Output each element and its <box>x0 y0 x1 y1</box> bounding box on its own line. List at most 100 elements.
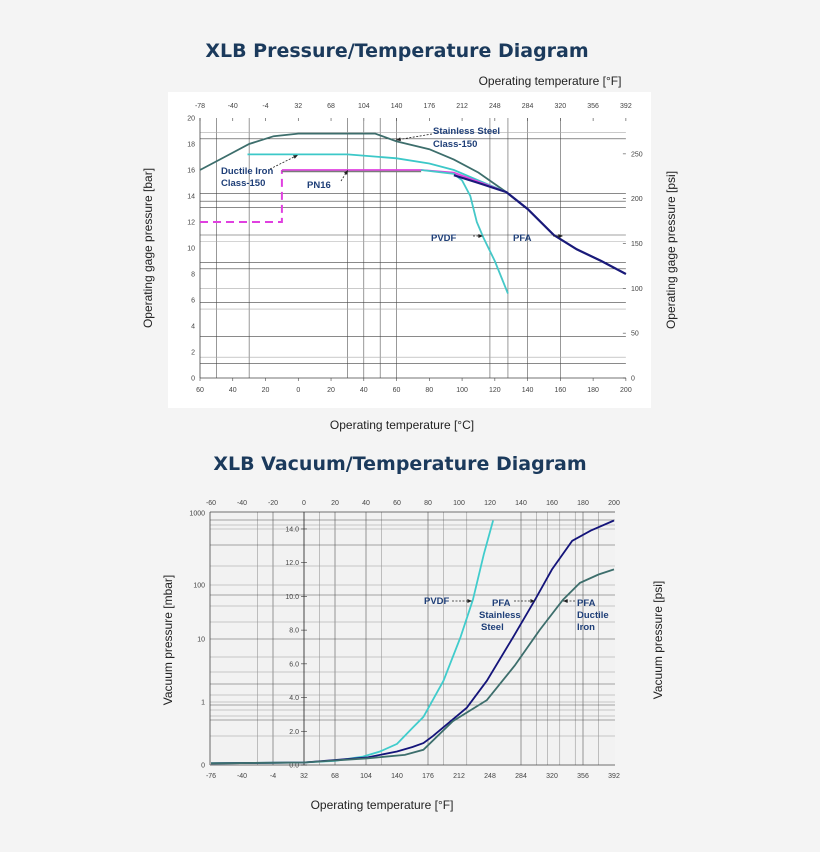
series-line-pfa-stainless-steel <box>210 519 615 765</box>
arrow-pvdf-head <box>478 234 483 238</box>
y-tick-label: 16 <box>187 168 195 175</box>
x-bottom-tick-label: 284 <box>515 773 527 780</box>
y2-tick-label: 100 <box>631 286 643 293</box>
series-line-pfa <box>453 174 627 275</box>
vacuum-series <box>210 519 615 765</box>
y-psi-tick-label: 6.0 <box>289 661 299 668</box>
vacuum-x-label: Operating temperature [°F] <box>311 798 454 812</box>
y-tick-label: 6 <box>191 298 195 305</box>
y2-tick-label: 150 <box>631 241 643 248</box>
x-bottom-tick-label: 392 <box>608 773 620 780</box>
annotation-pvdf: PVDF <box>431 233 457 244</box>
x-bottom-tick-label: 68 <box>331 773 339 780</box>
y-psi-tick-label: 14.0 <box>285 526 299 533</box>
x-bottom-tick-label: 248 <box>484 773 496 780</box>
arrow-pvdf-head <box>467 599 472 603</box>
x-tick-label: 20 <box>262 387 270 394</box>
x2-tick-label: 320 <box>555 103 567 110</box>
annotation-pfa-ss-stainless: Stainless <box>479 610 521 621</box>
y-psi-tick-label: 10.0 <box>285 594 299 601</box>
x-top-tick-label: 200 <box>608 500 620 507</box>
series-line-pfa-ductile-iron <box>210 568 615 765</box>
arrow-ductile-iron <box>269 154 299 170</box>
x-tick-label: 20 <box>327 387 335 394</box>
annotation-pfa-di-ductile: Ductile <box>577 610 609 621</box>
x-tick-label: 200 <box>620 387 632 394</box>
x2-tick-label: -78 <box>195 103 205 110</box>
y-psi-tick-label: 0.0 <box>289 763 299 770</box>
x2-tick-label: 392 <box>620 103 632 110</box>
x-top-tick-label: -60 <box>206 500 216 507</box>
y-mbar-tick-label: 100 <box>193 583 205 590</box>
annotation-stainless-steel: Stainless Steel <box>433 126 500 137</box>
y2-tick-label: 250 <box>631 151 643 158</box>
annotation-pfa-ss: PFA <box>492 598 511 609</box>
x2-tick-label: 212 <box>456 103 468 110</box>
pressure-x-label: Operating temperature [°C] <box>330 418 474 432</box>
y-mbar-tick-label: 0 <box>201 763 205 770</box>
vacuum-ticks: -60 -40 -20 0 20 40 60 80 100 120 140 160 180 200-76-… <box>189 500 620 780</box>
annotation-pn16: PN16 <box>307 180 331 191</box>
pressure-y-label: Operating gage pressure [bar] <box>141 168 155 328</box>
x-tick-label: 180 <box>587 387 599 394</box>
annotation-pfa-ss-steel: Steel <box>481 622 504 633</box>
x-top-tick-label: 80 <box>424 500 432 507</box>
y-tick-label: 18 <box>187 142 195 149</box>
x2-tick-label: 284 <box>522 103 534 110</box>
x-bottom-tick-label: 104 <box>360 773 372 780</box>
y-psi-tick-label: 2.0 <box>289 729 299 736</box>
x-top-tick-label: 0 <box>302 500 306 507</box>
y-tick-label: 14 <box>187 194 195 201</box>
y-mbar-tick-label: 10 <box>197 637 205 644</box>
pressure-series <box>199 132 627 294</box>
x-tick-label: 160 <box>555 387 567 394</box>
x-top-tick-label: 180 <box>577 500 589 507</box>
x2-tick-label: 68 <box>327 103 335 110</box>
arrow-stainless-steel-head <box>396 137 401 142</box>
series-line-ductile-iron-class-150 <box>247 153 507 193</box>
vacuum-annotations: PVDF PFA Stainless Steel PFA Ductile Iro… <box>424 596 609 633</box>
x-tick-label: 0 <box>296 387 300 394</box>
x-bottom-tick-label: 176 <box>422 773 434 780</box>
x-top-tick-label: 120 <box>484 500 496 507</box>
arrow-stainless-steel <box>395 133 433 141</box>
vacuum-y-label: Vacuum pressure [mbar] <box>161 575 175 706</box>
x-bottom-tick-label: 32 <box>300 773 308 780</box>
x-tick-label: 40 <box>360 387 368 394</box>
x-bottom-tick-label: -76 <box>206 773 216 780</box>
x-tick-label: 80 <box>425 387 433 394</box>
x2-tick-label: -40 <box>228 103 238 110</box>
y2-tick-label: 50 <box>631 331 639 338</box>
x-top-tick-label: 140 <box>515 500 527 507</box>
x2-tick-label: 356 <box>587 103 599 110</box>
arrow-pfa-ductile-iron-head <box>563 599 568 603</box>
x-bottom-tick-label: 212 <box>453 773 465 780</box>
vacuum-y2-label: Vacuum pressure [psi] <box>651 581 665 700</box>
x-top-tick-label: 160 <box>546 500 558 507</box>
y-mbar-tick-label: 1000 <box>189 511 205 518</box>
annotation-pvdf: PVDF <box>424 596 450 607</box>
y2-tick-label: 200 <box>631 196 643 203</box>
x2-tick-label: 176 <box>423 103 435 110</box>
arrow-pfa-head <box>558 234 563 238</box>
x-top-tick-label: 60 <box>393 500 401 507</box>
annotation-ductile-iron: Ductile Iron <box>221 166 273 177</box>
pressure-chart-title: XLB Pressure/Temperature Diagram <box>205 40 588 62</box>
x-top-tick-label: 40 <box>362 500 370 507</box>
vacuum-chart-title: XLB Vacuum/Temperature Diagram <box>213 453 586 475</box>
x-bottom-tick-label: 140 <box>391 773 403 780</box>
x-tick-label: 40 <box>229 387 237 394</box>
vacuum-grid <box>209 511 615 766</box>
x-top-tick-label: 20 <box>331 500 339 507</box>
y-tick-label: 2 <box>191 350 195 357</box>
y-tick-label: 10 <box>187 246 195 253</box>
annotation-stainless-steel-class: Class-150 <box>433 139 477 150</box>
y-tick-label: 20 <box>187 116 195 123</box>
x-tick-label: 60 <box>393 387 401 394</box>
y-tick-label: 4 <box>191 324 195 331</box>
y-tick-label: 8 <box>191 272 195 279</box>
x-tick-label: 120 <box>489 387 501 394</box>
y-psi-tick-label: 8.0 <box>289 628 299 635</box>
x2-tick-label: 140 <box>391 103 403 110</box>
